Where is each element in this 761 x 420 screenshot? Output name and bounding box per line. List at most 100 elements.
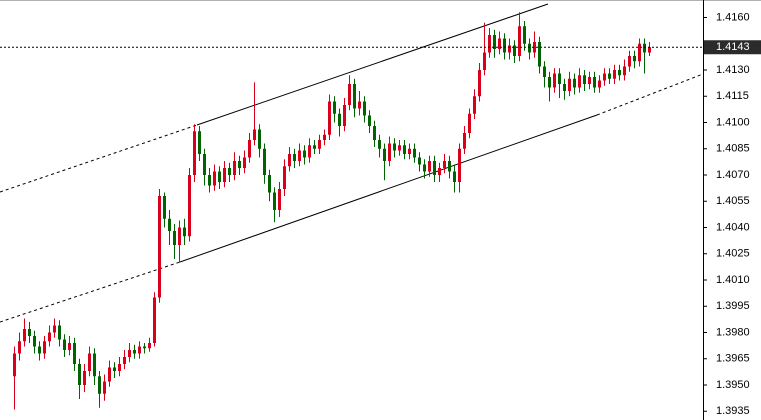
candle-body <box>433 161 436 175</box>
candle-body <box>93 353 96 377</box>
candle-body <box>553 73 556 88</box>
channel-upper <box>196 3 549 126</box>
candle-body <box>158 196 161 298</box>
candle-body <box>293 154 296 161</box>
candle-body <box>613 70 616 79</box>
candle-body <box>178 227 181 245</box>
candle-body <box>193 131 196 175</box>
candle-body <box>18 341 21 354</box>
candle-body <box>148 343 151 349</box>
candle-body <box>533 42 536 53</box>
candle-body <box>243 157 246 168</box>
y-tick-label: 1.4130 <box>716 64 750 76</box>
y-tick-label: 1.4025 <box>716 248 750 260</box>
candle-body <box>23 329 26 342</box>
candle-body <box>478 70 481 97</box>
candle-body <box>313 145 316 149</box>
y-tick-label: 1.4040 <box>716 221 750 233</box>
candle-body <box>68 343 71 350</box>
candle-body <box>598 80 601 88</box>
price-axis: 1.4160 1.4130 1.4115 1.4100 1.4085 1.4070 1.40… <box>0 11 761 417</box>
candle-body <box>358 101 361 109</box>
channel-upper-extension <box>0 124 198 193</box>
candle-body <box>168 218 171 231</box>
candle-body <box>348 84 351 105</box>
candle-body <box>383 148 386 161</box>
candle-body <box>608 73 611 79</box>
candle-body <box>138 346 141 354</box>
candle-body <box>203 154 206 175</box>
candle-body <box>623 66 626 76</box>
candle-body <box>233 161 236 175</box>
candle-body <box>583 75 586 84</box>
candle-body <box>318 140 321 149</box>
candle-body <box>443 161 446 168</box>
candle-body <box>568 78 571 91</box>
y-tick-label: 1.3995 <box>716 300 750 312</box>
candle-body <box>128 350 131 357</box>
candle-body <box>223 168 226 182</box>
candle-body <box>63 339 66 350</box>
candle-body <box>638 43 641 62</box>
candle-body <box>263 148 266 175</box>
candle-body <box>523 26 526 44</box>
candle-body <box>603 73 606 81</box>
candle-body <box>438 168 441 175</box>
candle-body <box>153 297 156 343</box>
y-tick-label: 1.3950 <box>716 379 750 391</box>
y-tick-label: 1.4055 <box>716 195 750 207</box>
candle-body <box>88 353 91 371</box>
candle-body <box>303 150 306 158</box>
candle-body <box>308 145 311 158</box>
candle-body <box>628 56 631 67</box>
candle-body <box>548 77 551 88</box>
candle-body <box>503 38 506 53</box>
y-tick-label: 1.3980 <box>716 326 750 338</box>
candle-body <box>83 371 86 385</box>
candle-body <box>273 192 276 210</box>
candle-body <box>323 134 326 140</box>
candle-body <box>423 164 426 172</box>
candle-body <box>488 35 491 53</box>
candle-body <box>558 73 561 84</box>
y-tick-label: 1.4160 <box>716 11 750 23</box>
candle-body <box>378 140 381 149</box>
candle-body <box>108 367 111 382</box>
candle-body <box>453 171 456 182</box>
candle-body <box>163 196 166 219</box>
candle-body <box>473 96 476 114</box>
candle-body <box>648 47 651 53</box>
candle-body <box>188 175 191 237</box>
candle-body <box>408 148 411 154</box>
candle-body <box>633 56 636 62</box>
candle-body <box>388 143 391 161</box>
candle-body <box>618 70 621 76</box>
current-price-label: 1.4143 <box>716 41 750 53</box>
channel <box>0 3 704 323</box>
candle-body <box>593 77 596 88</box>
candle-body <box>543 66 546 77</box>
candle-body <box>283 166 286 189</box>
candle-body <box>493 35 496 49</box>
candle-body <box>143 346 146 349</box>
candle-body <box>508 45 511 53</box>
candle-body <box>353 84 356 109</box>
candle-body <box>458 148 461 182</box>
candle-body <box>573 78 576 88</box>
candle-body <box>518 26 521 56</box>
candle-body <box>393 143 396 151</box>
candle-body <box>578 75 581 88</box>
candle-body <box>413 148 416 158</box>
candle-body <box>38 346 41 354</box>
candle-body <box>208 175 211 186</box>
candle-body <box>28 329 31 336</box>
candle-body <box>498 38 501 49</box>
candle-body <box>328 101 331 135</box>
candle-body <box>253 129 256 140</box>
candle-body <box>538 42 541 67</box>
candle-body <box>268 175 271 193</box>
candle-body <box>463 133 466 149</box>
candle-body <box>258 129 261 149</box>
candle-body <box>483 52 486 70</box>
